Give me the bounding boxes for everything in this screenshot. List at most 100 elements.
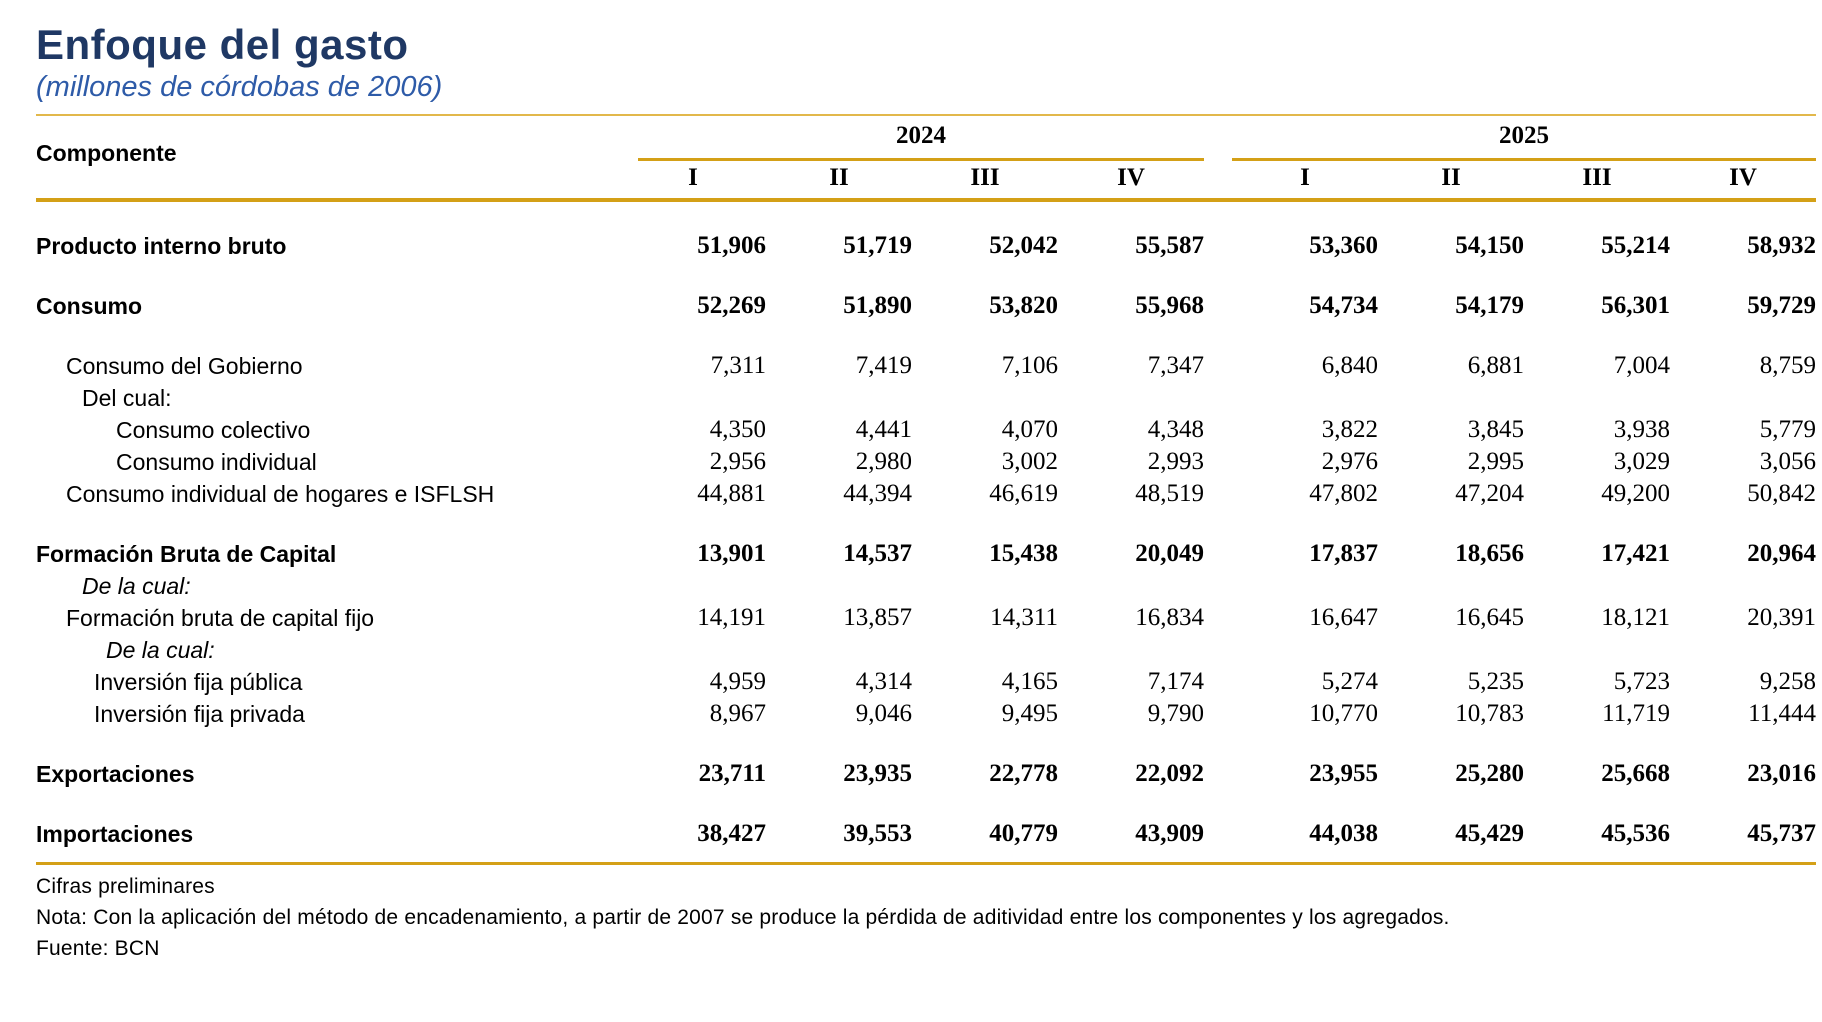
cell-value: 4,165 — [1001, 668, 1058, 695]
row-label: Consumo colectivo — [116, 416, 311, 443]
report-page: Enfoque del gasto (millones de córdobas … — [36, 21, 1816, 964]
cell-value: 54,179 — [1455, 292, 1524, 319]
cell-value: 25,280 — [1455, 760, 1524, 787]
cell-value: 4,350 — [709, 416, 766, 443]
cell-value: 51,890 — [843, 292, 912, 319]
table-row: Consumo individual de hogares e ISFLSH 44… — [36, 478, 1816, 510]
table-body: Producto interno bruto 51,906 51,719 52,042… — [36, 230, 1816, 850]
cell-value: 17,837 — [1309, 540, 1378, 567]
table-row: Importaciones 38,427 39,553 40,779 43,909 44,… — [36, 818, 1816, 850]
row-label: Producto interno bruto — [36, 232, 287, 259]
cell-value: 18,121 — [1601, 604, 1670, 631]
cell-value: 2,956 — [709, 448, 766, 475]
cell-value: 48,519 — [1135, 480, 1204, 507]
cell-value: 44,394 — [843, 480, 912, 507]
cell-value: 20,049 — [1135, 540, 1204, 567]
cell-value: 2,980 — [855, 448, 912, 475]
cell-value: 47,204 — [1455, 480, 1524, 507]
cell-value: 46,619 — [989, 480, 1058, 507]
cell-value: 58,932 — [1747, 232, 1816, 259]
cell-value: 53,820 — [989, 292, 1058, 319]
cell-value: 53,360 — [1309, 232, 1378, 259]
cell-value: 23,955 — [1309, 760, 1378, 787]
cell-value: 11,444 — [1748, 700, 1816, 727]
cell-value: 7,174 — [1147, 668, 1204, 695]
cell-value: 52,042 — [989, 232, 1058, 259]
cell-value: 10,783 — [1455, 700, 1524, 727]
cell-value: 44,038 — [1309, 820, 1378, 847]
cell-value: 3,845 — [1467, 416, 1524, 443]
cell-value: 55,214 — [1601, 232, 1670, 259]
table-row: Consumo 52,269 51,890 53,820 55,968 54,734 54,… — [36, 290, 1816, 322]
cell-value: 4,959 — [709, 668, 766, 695]
table-header: Componente 2024 2025 I II III IV I II II… — [36, 116, 1816, 202]
cell-value: 5,723 — [1613, 668, 1670, 695]
cell-value: 13,901 — [697, 540, 766, 567]
table-row: Formación Bruta de Capital 13,901 14,537 15… — [36, 538, 1816, 570]
cell-value: 3,056 — [1759, 448, 1816, 475]
cell-value: 55,968 — [1135, 292, 1204, 319]
cell-value: 3,822 — [1321, 416, 1378, 443]
cell-value: 49,200 — [1601, 480, 1670, 507]
title-divider — [36, 114, 1816, 116]
footnote-preliminary: Cifras preliminares — [36, 875, 215, 898]
cell-value: 4,070 — [1001, 416, 1058, 443]
quarter-header: I — [1300, 164, 1310, 191]
table-row: De la cual: — [36, 570, 1816, 602]
row-label: Consumo del Gobierno — [66, 352, 303, 379]
cell-value: 2,976 — [1321, 448, 1378, 475]
footnote-source: Fuente: BCN — [36, 937, 160, 960]
cell-value: 5,235 — [1467, 668, 1524, 695]
cell-value: 44,881 — [697, 480, 766, 507]
row-label: Formación bruta de capital fijo — [66, 604, 375, 631]
cell-value: 23,016 — [1747, 760, 1816, 787]
table-row: Consumo colectivo 4,350 4,441 4,070 4,348 3,8… — [36, 414, 1816, 446]
page-subtitle: (millones de córdobas de 2006) — [36, 71, 443, 103]
row-label: Del cual: — [82, 384, 172, 411]
row-label: Importaciones — [36, 820, 194, 847]
cell-value: 7,419 — [855, 352, 912, 379]
cell-value: 3,938 — [1613, 416, 1670, 443]
row-label: Consumo — [36, 292, 143, 319]
cell-value: 59,729 — [1747, 292, 1816, 319]
row-label: De la cual: — [106, 636, 215, 663]
cell-value: 5,274 — [1321, 668, 1378, 695]
quarter-header: IV — [1729, 164, 1757, 191]
row-label: Inversión fija privada — [94, 700, 305, 727]
cell-value: 56,301 — [1601, 292, 1670, 319]
quarter-header: III — [1582, 164, 1612, 191]
cell-value: 39,553 — [843, 820, 912, 847]
cell-value: 9,495 — [1001, 700, 1058, 727]
year-label: 2024 — [638, 122, 1204, 161]
table-row: Exportaciones 23,711 23,935 22,778 22,092 23,… — [36, 758, 1816, 790]
cell-value: 55,587 — [1135, 232, 1204, 259]
year-label: 2025 — [1232, 122, 1816, 161]
table-row: Formación bruta de capital fijo 14,191 13,… — [36, 602, 1816, 634]
cell-value: 13,857 — [843, 604, 912, 631]
cell-value: 10,770 — [1309, 700, 1378, 727]
row-label: Consumo individual — [116, 448, 317, 475]
cell-value: 38,427 — [697, 820, 766, 847]
table-row: Inversión fija pública 4,959 4,314 4,165 7,1… — [36, 666, 1816, 698]
page-title: Enfoque del gasto — [36, 21, 409, 68]
cell-value: 14,537 — [843, 540, 912, 567]
cell-value: 23,711 — [698, 760, 766, 787]
row-label: Inversión fija pública — [94, 668, 303, 695]
cell-value: 6,881 — [1467, 352, 1524, 379]
row-label: Consumo individual de hogares e ISFLSH — [66, 480, 495, 507]
cell-value: 8,759 — [1759, 352, 1816, 379]
cell-value: 22,092 — [1135, 760, 1204, 787]
cell-value: 45,429 — [1455, 820, 1524, 847]
cell-value: 16,834 — [1135, 604, 1204, 631]
row-label: De la cual: — [82, 572, 191, 599]
year-group-2025: 2025 — [1232, 116, 1816, 161]
cell-value: 45,536 — [1601, 820, 1670, 847]
cell-value: 17,421 — [1601, 540, 1670, 567]
cell-value: 16,647 — [1309, 604, 1378, 631]
cell-value: 4,314 — [855, 668, 912, 695]
table-footer: Cifras preliminares Nota: Con la aplicac… — [36, 871, 1816, 964]
cell-value: 3,029 — [1613, 448, 1670, 475]
table-row: Consumo del Gobierno 7,311 7,419 7,106 7,347… — [36, 350, 1816, 382]
cell-value: 2,993 — [1147, 448, 1204, 475]
cell-value: 23,935 — [843, 760, 912, 787]
